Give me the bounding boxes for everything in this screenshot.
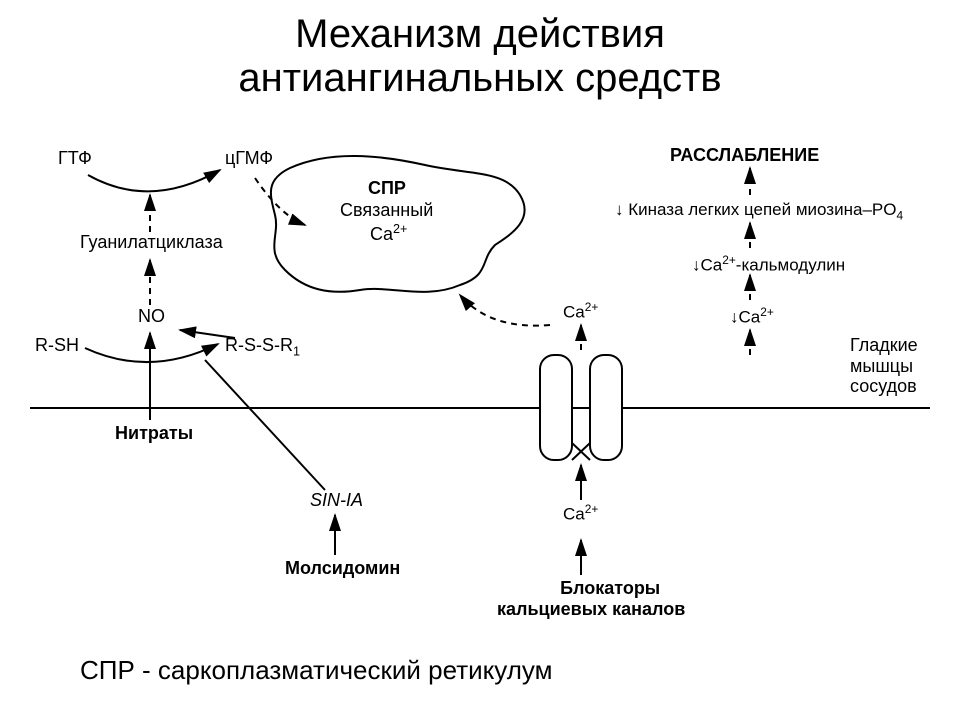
label-spr-title: СПР xyxy=(368,178,406,199)
label-ca-calmod-a: ↓Ca xyxy=(692,256,722,275)
label-spr-sub2: Ca2+ xyxy=(370,222,407,245)
label-relaxation: РАССЛАБЛЕНИЕ xyxy=(670,145,819,166)
label-ca-down-a: ↓Ca xyxy=(730,308,760,327)
label-spr-ca-sup: 2+ xyxy=(393,222,407,236)
diagram-area: ГТФ цГМФ Гуанилатциклаза NO R-SH R-S-S-R… xyxy=(30,140,930,660)
label-smooth3: сосудов xyxy=(850,376,917,396)
label-molsidomin: Молсидомин xyxy=(285,558,400,579)
label-kinase: ↓ Киназа легких цепей миозина–PO4 xyxy=(615,200,903,222)
label-ca-below-sup: 2+ xyxy=(585,502,599,516)
label-smooth2: мышцы xyxy=(850,356,913,376)
label-rssr: R-S-S-R1 xyxy=(225,335,300,359)
label-gtp: ГТФ xyxy=(58,148,92,169)
label-rsh: R-SH xyxy=(35,335,79,356)
label-spr-ca: Ca xyxy=(370,224,393,244)
label-kinase-sub: 4 xyxy=(896,208,903,222)
page-title: Механизм действия антиангинальных средст… xyxy=(0,0,960,100)
title-line-1: Механизм действия xyxy=(295,12,665,56)
label-ca-down-sup: 2+ xyxy=(760,305,774,319)
label-ca-calmod-sup: 2+ xyxy=(722,253,736,267)
label-smooth1: Гладкие xyxy=(850,335,918,355)
label-ca-calmod: ↓Ca2+-кальмодулин xyxy=(692,253,845,276)
label-blockers: Блокаторы кальциевых каналов xyxy=(535,578,685,620)
title-line-2: антиангинальных средств xyxy=(238,56,721,100)
label-ca-below-a: Ca xyxy=(563,505,585,524)
label-blockers2: кальциевых каналов xyxy=(497,599,685,619)
footnote: СПР - саркоплазматический ретикулум xyxy=(80,655,552,686)
label-rssr-sub: 1 xyxy=(293,345,300,359)
label-ca-extracell: Ca2+ xyxy=(563,502,598,525)
label-ca-down: ↓Ca2+ xyxy=(730,305,774,328)
label-guanylate: Гуанилатциклаза xyxy=(80,232,223,253)
label-rssr-text: R-S-S-R xyxy=(225,335,293,355)
label-ca-calmod-tail: -кальмодулин xyxy=(736,256,845,275)
label-ca-up-a: Ca xyxy=(563,303,585,322)
label-ca-intracell: Ca2+ xyxy=(563,300,598,323)
label-blockers1: Блокаторы xyxy=(560,578,660,598)
label-no: NO xyxy=(138,306,165,327)
label-cgmp: цГМФ xyxy=(225,148,273,169)
label-kinase-text: ↓ Киназа легких цепей миозина–PO xyxy=(615,200,896,219)
label-spr-sub1: Связанный xyxy=(340,200,433,221)
label-smooth-muscle: Гладкие мышцы сосудов xyxy=(850,335,918,397)
label-ca-up-sup: 2+ xyxy=(585,300,599,314)
label-sinla: SIN-IA xyxy=(310,490,363,511)
label-nitrates: Нитраты xyxy=(115,423,193,444)
